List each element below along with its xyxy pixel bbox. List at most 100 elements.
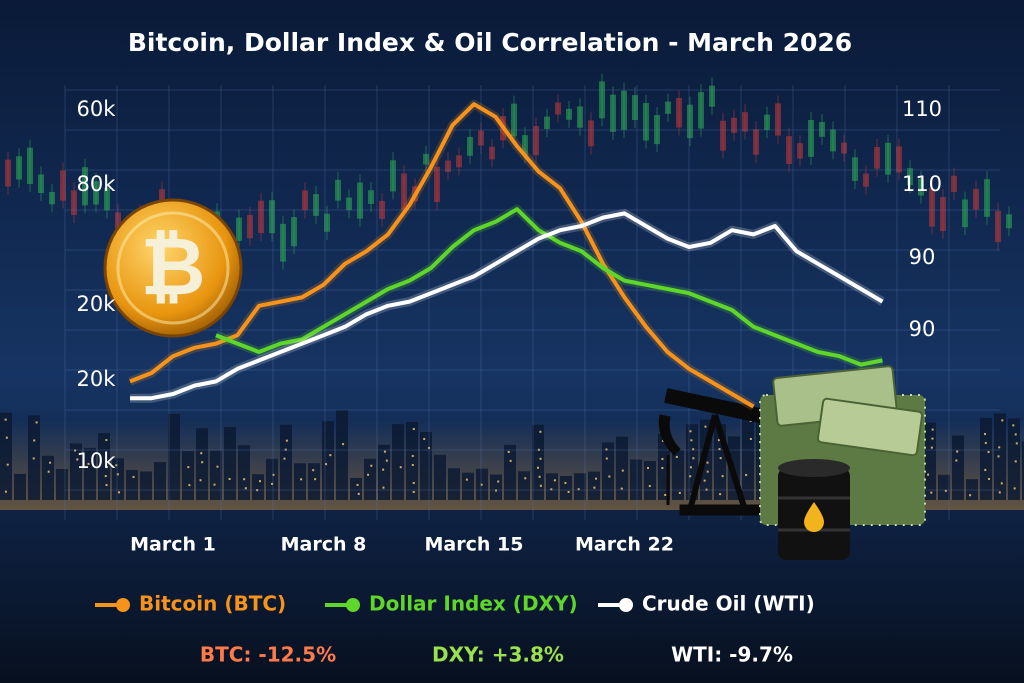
candle — [280, 223, 286, 262]
window-light — [4, 490, 7, 493]
candle — [401, 173, 407, 210]
window-light — [104, 475, 107, 478]
window-light — [593, 486, 596, 489]
window-light — [705, 488, 708, 491]
candle — [434, 166, 440, 203]
window-light — [284, 448, 287, 451]
candle — [588, 120, 594, 147]
candle — [731, 117, 737, 133]
window-light — [283, 457, 286, 460]
legend-label: Dollar Index (DXY) — [369, 592, 578, 616]
building — [630, 459, 642, 500]
building — [238, 445, 250, 500]
building — [434, 454, 446, 500]
building — [938, 474, 950, 500]
candle — [467, 136, 473, 156]
candle — [841, 142, 847, 154]
candle — [819, 121, 825, 137]
window-light — [244, 487, 247, 490]
window-light — [382, 468, 385, 471]
candle — [93, 181, 99, 205]
window-light — [213, 483, 216, 486]
candle — [324, 213, 330, 232]
window-light — [497, 480, 500, 483]
window-light — [187, 466, 190, 469]
candle — [830, 129, 836, 152]
window-light — [689, 466, 692, 469]
building — [266, 458, 278, 500]
window-light — [385, 459, 388, 462]
candle — [775, 103, 781, 136]
window-light — [87, 462, 90, 465]
window-light — [998, 491, 1001, 494]
building — [14, 473, 26, 500]
candle — [16, 156, 22, 180]
window-light — [550, 488, 553, 491]
building — [490, 474, 502, 500]
left-axis-label: 80k — [77, 172, 117, 196]
window-light — [312, 469, 315, 472]
window-light — [1012, 424, 1015, 427]
window-light — [49, 461, 52, 464]
candle — [654, 115, 660, 145]
candle — [489, 146, 495, 160]
building — [196, 428, 208, 500]
building — [574, 473, 586, 500]
window-light — [188, 484, 191, 487]
window-light — [201, 461, 204, 464]
candle — [995, 210, 1001, 243]
window-light — [745, 473, 748, 476]
right-axis-label: 90 — [909, 317, 936, 341]
building — [322, 421, 334, 500]
candle — [60, 170, 66, 201]
window-light — [931, 437, 934, 440]
candle — [269, 200, 275, 234]
building — [0, 412, 12, 500]
building — [308, 463, 320, 500]
window-light — [675, 455, 678, 458]
window-light — [116, 473, 119, 476]
window-light — [984, 468, 987, 471]
window-light — [370, 464, 373, 467]
window-light — [356, 483, 359, 486]
window-light — [567, 490, 570, 493]
window-light — [507, 450, 510, 453]
window-light — [132, 475, 135, 478]
candle — [896, 146, 902, 173]
bitcoin-coin: ₿ — [103, 198, 243, 338]
window-light — [383, 450, 386, 453]
building — [546, 473, 558, 500]
window-light — [1000, 482, 1003, 485]
window-light — [608, 475, 611, 478]
candle — [885, 142, 891, 175]
window-light — [706, 461, 709, 464]
candle — [5, 159, 11, 187]
candle — [643, 103, 649, 141]
candle — [346, 197, 352, 211]
building — [980, 417, 992, 500]
building — [210, 450, 222, 500]
window-light — [749, 437, 752, 440]
building — [742, 413, 754, 500]
window-light — [536, 466, 539, 469]
candle — [335, 179, 341, 201]
window-light — [200, 452, 203, 455]
building — [1008, 418, 1020, 500]
window-light — [382, 486, 385, 489]
candle — [544, 116, 550, 129]
candle — [522, 135, 528, 156]
window-light — [329, 454, 332, 457]
window-light — [342, 443, 345, 446]
window-light — [199, 479, 202, 482]
candle — [753, 129, 759, 155]
window-light — [661, 457, 664, 460]
building — [518, 471, 530, 500]
candle — [291, 217, 297, 247]
building — [336, 410, 348, 500]
candle — [874, 146, 880, 169]
window-light — [509, 459, 512, 462]
candle — [610, 94, 616, 132]
window-light — [1001, 419, 1004, 422]
candle — [390, 160, 396, 192]
